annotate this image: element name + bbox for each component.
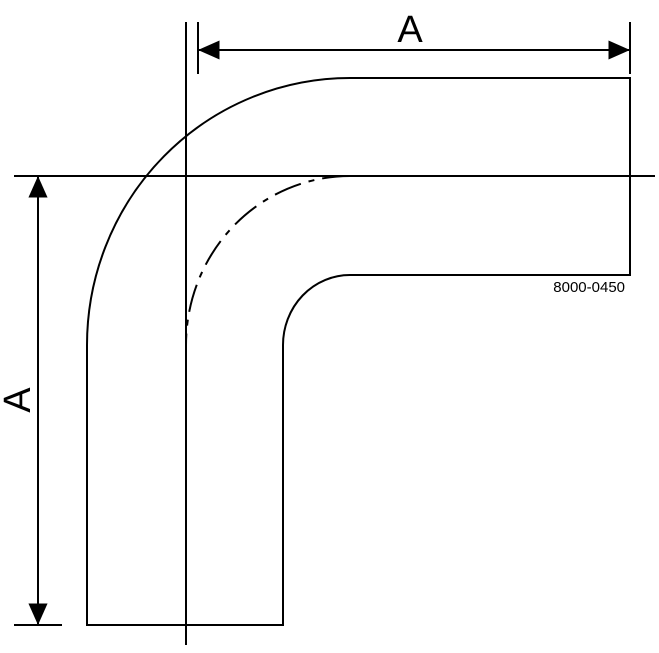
dim-v-label: A	[0, 387, 39, 413]
elbow-outline	[87, 78, 630, 625]
part-number-label: 8000-0450	[553, 279, 625, 296]
dim-h-label: A	[397, 9, 423, 51]
elbow-drawing: A A 8000-0450	[0, 0, 659, 653]
centerline-arc	[186, 176, 350, 345]
